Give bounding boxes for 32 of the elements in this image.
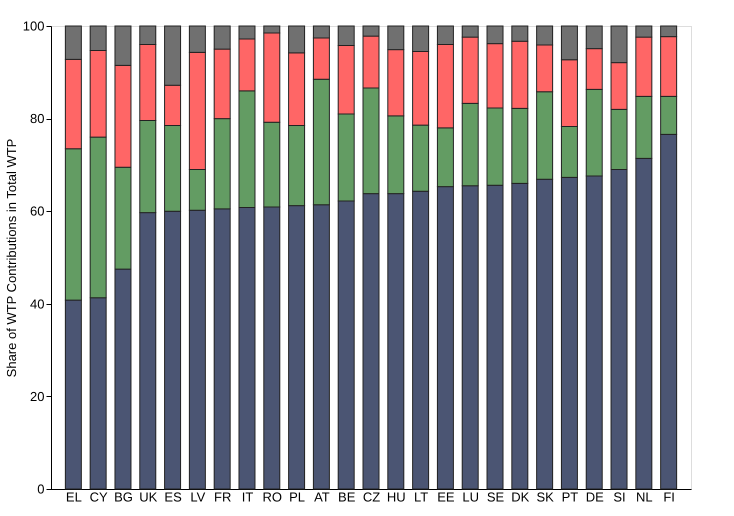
x-tick-label: IT (242, 490, 254, 504)
x-tick-label: CZ (362, 490, 380, 504)
x-tick-label: PL (289, 490, 306, 504)
x-tick-label: LT (414, 490, 428, 504)
x-tick-label: BE (338, 490, 356, 504)
x-tick-label: DE (586, 490, 604, 504)
x-tick-label: RO (262, 490, 282, 504)
y-tick-label: 60 (30, 204, 44, 219)
x-tick-label: UK (139, 490, 158, 504)
x-tick-label: NL (636, 490, 653, 504)
x-tick-label: LV (190, 490, 206, 504)
y-tick-label: 80 (30, 111, 44, 126)
x-tick-label: SI (613, 490, 626, 504)
y-tick-label: 40 (30, 296, 44, 312)
x-tick-label: AT (314, 490, 330, 504)
y-tick-label: 0 (37, 482, 44, 496)
x-tick-label: FR (214, 490, 232, 504)
x-tick-label: EE (437, 490, 455, 504)
x-tick-label: LU (462, 490, 480, 504)
x-tick-label: FI (663, 490, 675, 504)
y-axis-title: Share of WTP Contributions in Total WTP (4, 138, 19, 378)
x-tick-label: CY (90, 490, 108, 504)
x-tick-label: PT (562, 490, 578, 504)
x-tick-label: SE (486, 490, 505, 504)
x-tick-label: DK (511, 490, 530, 504)
x-tick-label: BG (114, 490, 133, 504)
y-tick-label: 100 (22, 18, 44, 34)
x-tick-label: EL (66, 490, 82, 504)
y-tick-label: 20 (30, 388, 44, 404)
x-tick-label: ES (164, 490, 182, 504)
x-tick-label: SK (536, 490, 554, 504)
x-tick-label: HU (386, 490, 406, 504)
